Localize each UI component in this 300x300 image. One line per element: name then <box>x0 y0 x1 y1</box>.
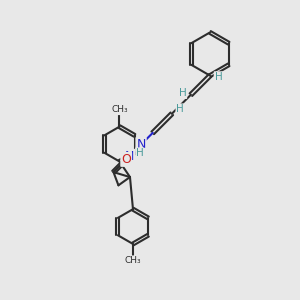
Text: H: H <box>176 104 184 114</box>
Text: CH₃: CH₃ <box>111 105 128 114</box>
Text: N: N <box>136 138 146 151</box>
Text: H: H <box>136 148 144 158</box>
Text: O: O <box>121 153 131 166</box>
Text: H: H <box>178 88 186 98</box>
Text: N: N <box>125 150 134 163</box>
Text: H: H <box>214 72 222 82</box>
Text: CH₃: CH₃ <box>125 256 141 265</box>
